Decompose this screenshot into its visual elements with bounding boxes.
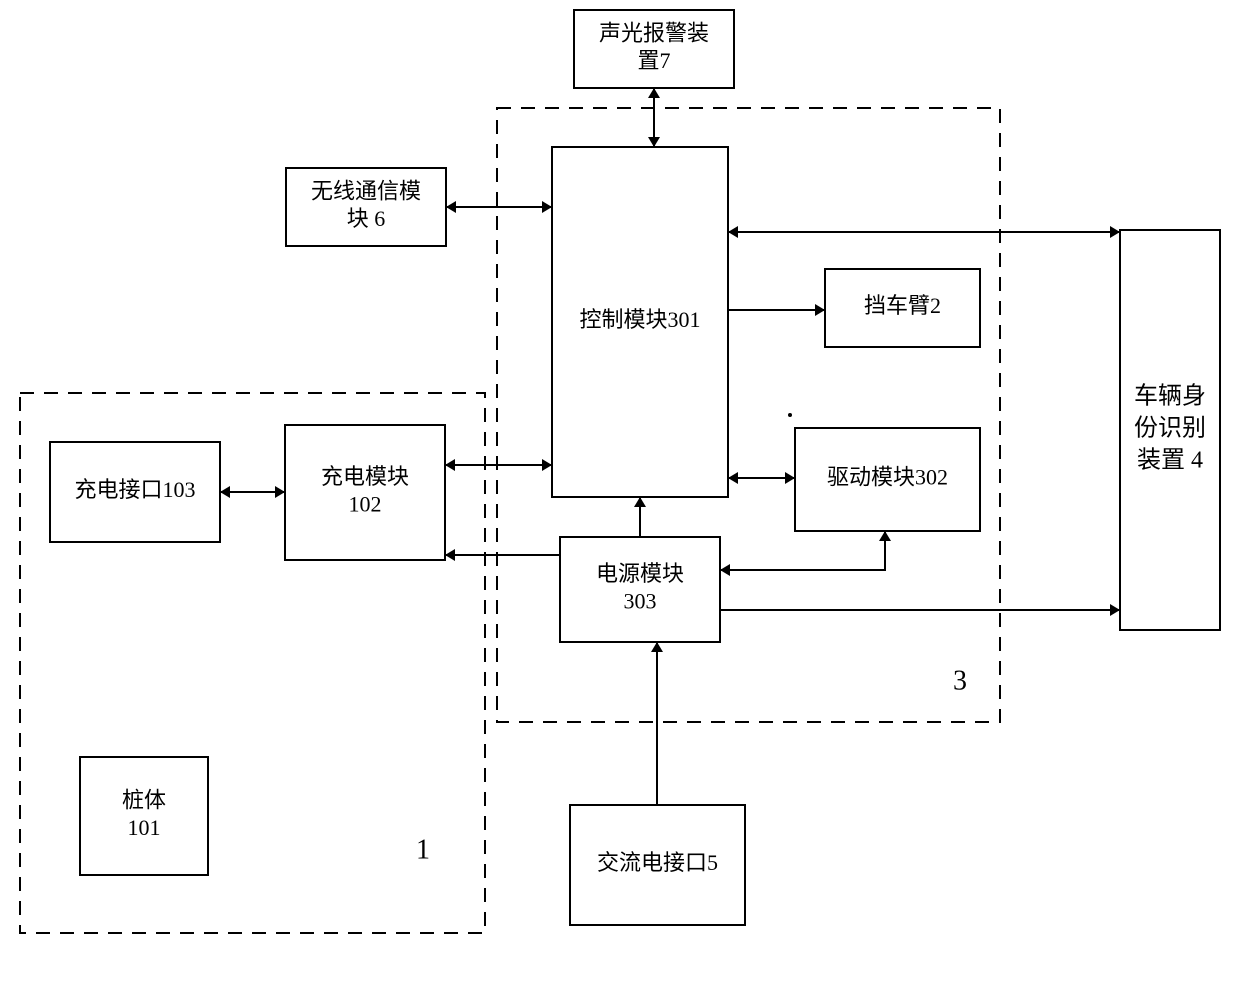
edge-power-chg_mod xyxy=(445,549,560,561)
edge-chg_mod-control xyxy=(445,459,552,471)
group-label-group1: 1 xyxy=(416,834,430,865)
node-wireless: 无线通信模块 6 xyxy=(286,168,446,246)
edge-chg_if-chg_mod xyxy=(220,486,285,498)
node-ac: 交流电接口5 xyxy=(570,805,745,925)
edge-ac-power xyxy=(651,642,663,805)
node-label-vehicle-2: 装置 4 xyxy=(1137,447,1203,474)
node-label-power-1: 303 xyxy=(624,588,657,613)
node-label-ac-0: 交流电接口5 xyxy=(597,850,718,875)
node-pile: 桩体 101 xyxy=(80,757,208,875)
node-label-wireless-1: 块 6 xyxy=(347,206,386,231)
node-label-vehicle-1: 份识别 xyxy=(1134,415,1206,442)
node-label-pile-0: 桩体 xyxy=(122,787,166,812)
node-label-wireless-0: 无线通信模 xyxy=(311,178,421,203)
node-power: 电源模块303 xyxy=(560,537,720,642)
edge-power-drive xyxy=(720,531,891,576)
node-chg_if: 充电接口103 xyxy=(50,442,220,542)
edge-control-vehicle xyxy=(728,226,1120,238)
node-drive: 驱动模块302 xyxy=(795,428,980,531)
node-label-arm-0: 挡车臂2 xyxy=(864,293,941,318)
edge-power-vehicle xyxy=(720,604,1120,616)
node-label-vehicle-0: 车辆身 xyxy=(1134,383,1206,410)
edge-power-control xyxy=(634,497,646,537)
node-label-chg_mod-1: 102 xyxy=(349,491,382,516)
edge-wireless-control xyxy=(446,201,552,213)
node-arm: 挡车臂2 xyxy=(825,269,980,347)
node-control: 控制模块301 xyxy=(552,147,728,497)
node-vehicle: 车辆身份识别装置 4 xyxy=(1120,230,1220,630)
edge-alarm-control xyxy=(648,88,660,147)
node-label-alarm-0: 声光报警装 xyxy=(599,20,709,45)
node-label-chg_mod-0: 充电模块 xyxy=(321,464,409,489)
node-alarm: 声光报警装置7 xyxy=(574,10,734,88)
group-label-group3: 3 xyxy=(953,665,967,696)
node-label-power-0: 电源模块 xyxy=(596,561,684,586)
stray-dot xyxy=(788,413,792,417)
edge-control-drive xyxy=(728,472,795,484)
node-label-control-0: 控制模块301 xyxy=(579,307,700,332)
node-label-pile-1: 101 xyxy=(128,815,161,840)
node-label-alarm-1: 置7 xyxy=(637,48,670,73)
node-label-drive-0: 驱动模块302 xyxy=(827,465,948,490)
edge-control-arm xyxy=(728,304,825,316)
node-label-chg_if-0: 充电接口103 xyxy=(74,477,195,502)
node-chg_mod: 充电模块102 xyxy=(285,425,445,560)
